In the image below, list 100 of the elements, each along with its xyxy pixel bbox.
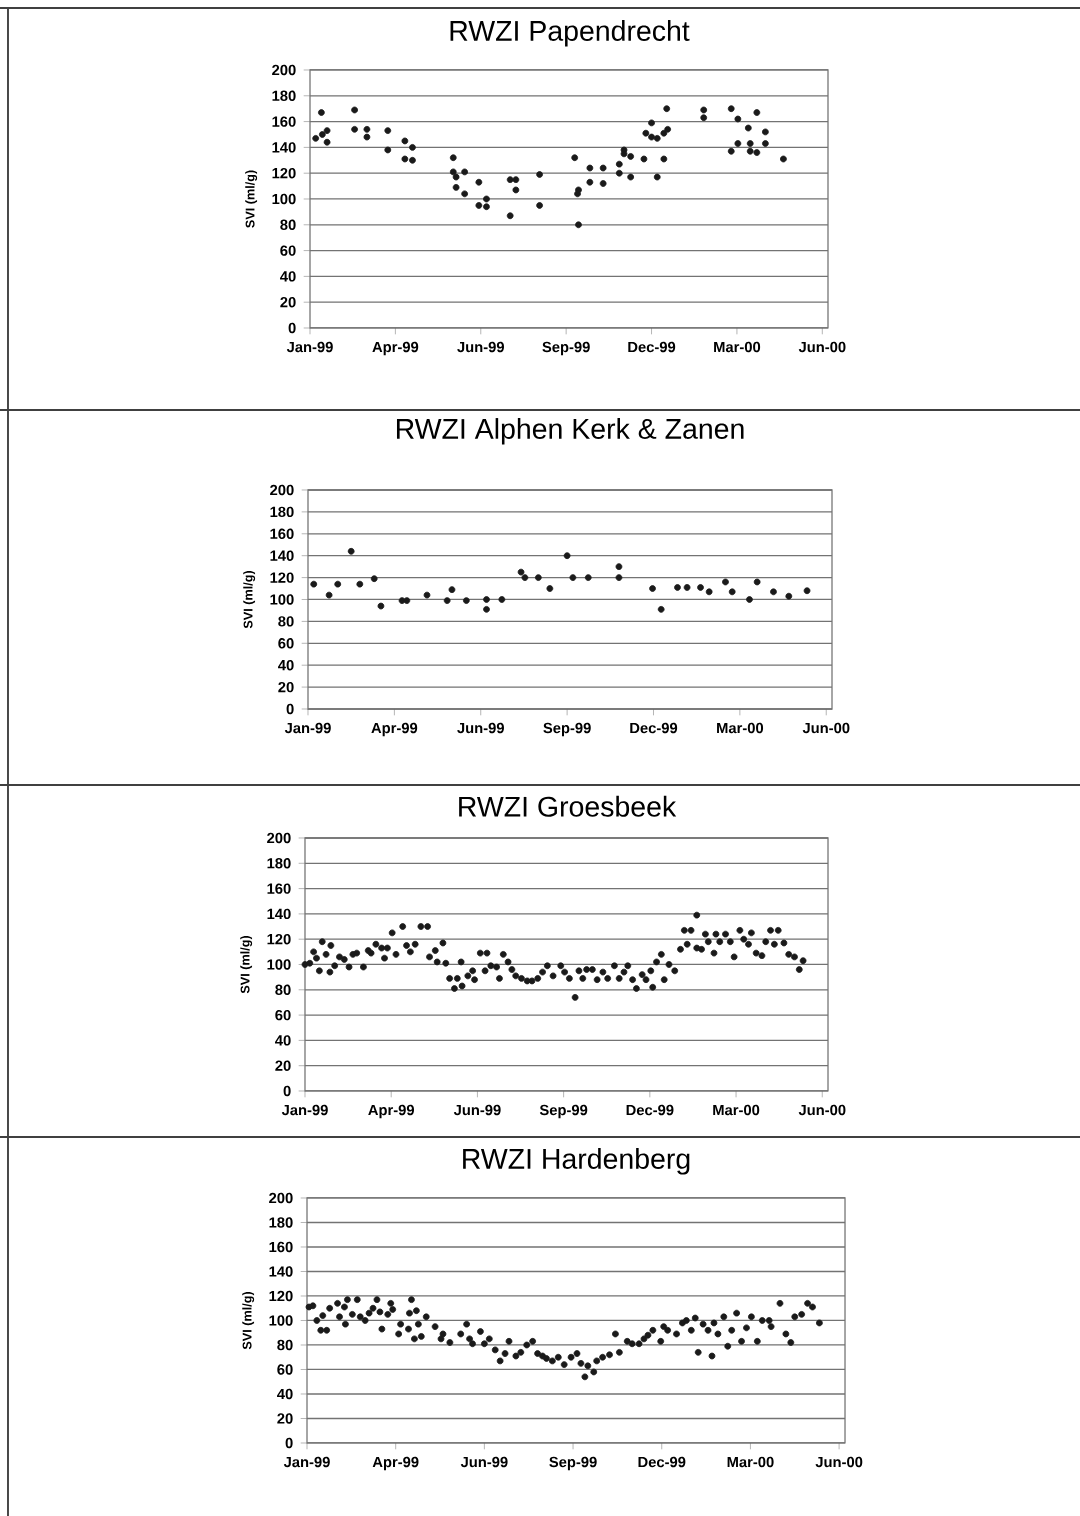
x-tick-label: Dec-99 — [626, 1104, 674, 1116]
x-tick-label: Dec-99 — [638, 1456, 686, 1468]
x-tick-label: Jan-99 — [284, 722, 331, 734]
chart-title: RWZI Groesbeek — [459, 795, 677, 817]
point — [443, 597, 451, 604]
x-tick-label: Jun-00 — [802, 722, 850, 734]
x-tick-label: Jan-99 — [281, 1104, 328, 1116]
y-tick-label: 160 — [270, 528, 294, 540]
y-tick-label: 120 — [269, 1290, 293, 1302]
chart-title: RWZI Hardenberg — [463, 1148, 690, 1175]
y-tick-label: 160 — [267, 883, 291, 894]
point — [521, 574, 529, 581]
y-tick-label: 40 — [278, 659, 294, 671]
y-tick-label: 0 — [288, 322, 296, 334]
x-tick-label: Dec-99 — [628, 341, 676, 353]
point — [803, 587, 811, 595]
point — [649, 585, 656, 592]
point — [674, 584, 681, 591]
y-tick-label: 40 — [275, 1035, 291, 1046]
x-tick-label: Dec-99 — [630, 722, 678, 734]
y-tick-label: 60 — [277, 1364, 293, 1375]
y-tick-label: 80 — [277, 1339, 293, 1351]
chart-title: RWZI Alphen Kerk & Zanen — [396, 418, 744, 445]
x-tick-label: Sep-99 — [549, 1456, 597, 1471]
x-tick-label: Jan-99 — [283, 1456, 330, 1468]
y-tick-label: 60 — [278, 638, 294, 649]
y-tick-label: 180 — [270, 506, 294, 518]
y-tick-label: 140 — [269, 1266, 293, 1277]
y-tick-label: 160 — [269, 1241, 293, 1253]
y-tick-label: 100 — [272, 193, 296, 205]
point — [370, 575, 378, 583]
point — [483, 596, 490, 603]
y-tick-label: 200 — [272, 64, 296, 76]
y-tick-label: 120 — [272, 167, 296, 179]
y-tick-label: 200 — [269, 1192, 293, 1204]
point — [423, 591, 431, 599]
point — [705, 588, 713, 596]
point — [347, 547, 355, 555]
point — [785, 592, 793, 600]
x-tick-label: Mar-00 — [714, 341, 761, 353]
y-axis-title: SVI (ml/g) — [243, 570, 256, 629]
point — [462, 597, 470, 604]
y-tick-label: 200 — [270, 484, 294, 496]
x-tick-label: Sep-99 — [543, 722, 591, 737]
y-tick-label: 0 — [285, 1437, 293, 1449]
point — [334, 580, 342, 588]
point — [310, 580, 318, 588]
x-tick-label: Jun-00 — [798, 1104, 846, 1116]
x-tick-label: Apr-99 — [372, 341, 419, 356]
point — [657, 605, 665, 613]
y-tick-label: 100 — [270, 594, 294, 605]
point — [615, 563, 623, 571]
point — [356, 580, 364, 588]
point — [683, 584, 691, 591]
y-tick-label: 40 — [277, 1388, 293, 1400]
y-tick-label: 140 — [267, 908, 291, 920]
x-tick-label: Jun-99 — [460, 1456, 508, 1468]
y-tick-label: 60 — [280, 245, 296, 256]
y-tick-label: 120 — [270, 572, 294, 583]
y-tick-label: 200 — [267, 832, 291, 844]
y-tick-label: 120 — [267, 933, 291, 945]
chart-title: RWZI Papendrecht — [450, 20, 690, 47]
y-tick-label: 140 — [272, 142, 296, 153]
point — [722, 578, 729, 586]
x-tick-label: Apr-99 — [371, 722, 418, 737]
point — [546, 585, 554, 592]
y-tick-label: 80 — [280, 219, 296, 230]
y-axis-title: SVI (ml/g) — [242, 1291, 255, 1350]
y-tick-label: 40 — [280, 271, 296, 282]
y-axis-title: SVI (ml/g) — [240, 935, 253, 994]
point — [753, 578, 761, 586]
y-tick-label: 180 — [272, 90, 296, 101]
point — [697, 584, 704, 591]
point — [377, 602, 385, 610]
y-tick-label: 20 — [278, 681, 294, 693]
point — [770, 588, 777, 596]
x-tick-label: Mar-00 — [727, 1456, 774, 1468]
y-tick-label: 100 — [269, 1315, 293, 1326]
y-tick-label: 0 — [283, 1085, 291, 1097]
point — [569, 574, 577, 581]
x-tick-label: Jun-99 — [453, 1104, 501, 1116]
x-tick-label: Jun-00 — [815, 1456, 863, 1468]
y-tick-label: 60 — [275, 1009, 291, 1021]
point — [746, 596, 753, 603]
y-tick-label: 160 — [272, 116, 296, 127]
x-tick-label: Mar-00 — [713, 1104, 760, 1116]
x-tick-label: Mar-00 — [717, 722, 764, 734]
y-axis-title: SVI (ml/g) — [245, 170, 258, 228]
point — [498, 596, 506, 603]
point — [615, 574, 623, 581]
y-tick-label: 180 — [269, 1217, 293, 1228]
x-tick-label: Jun-99 — [457, 341, 504, 353]
x-tick-label: Sep-99 — [539, 1104, 588, 1119]
x-tick-label: Jan-99 — [286, 341, 333, 353]
point — [534, 574, 542, 581]
y-tick-label: 80 — [278, 616, 294, 627]
y-tick-label: 0 — [286, 703, 294, 715]
point — [728, 588, 736, 596]
x-tick-label: Sep-99 — [542, 341, 590, 356]
y-tick-label: 20 — [277, 1413, 293, 1424]
